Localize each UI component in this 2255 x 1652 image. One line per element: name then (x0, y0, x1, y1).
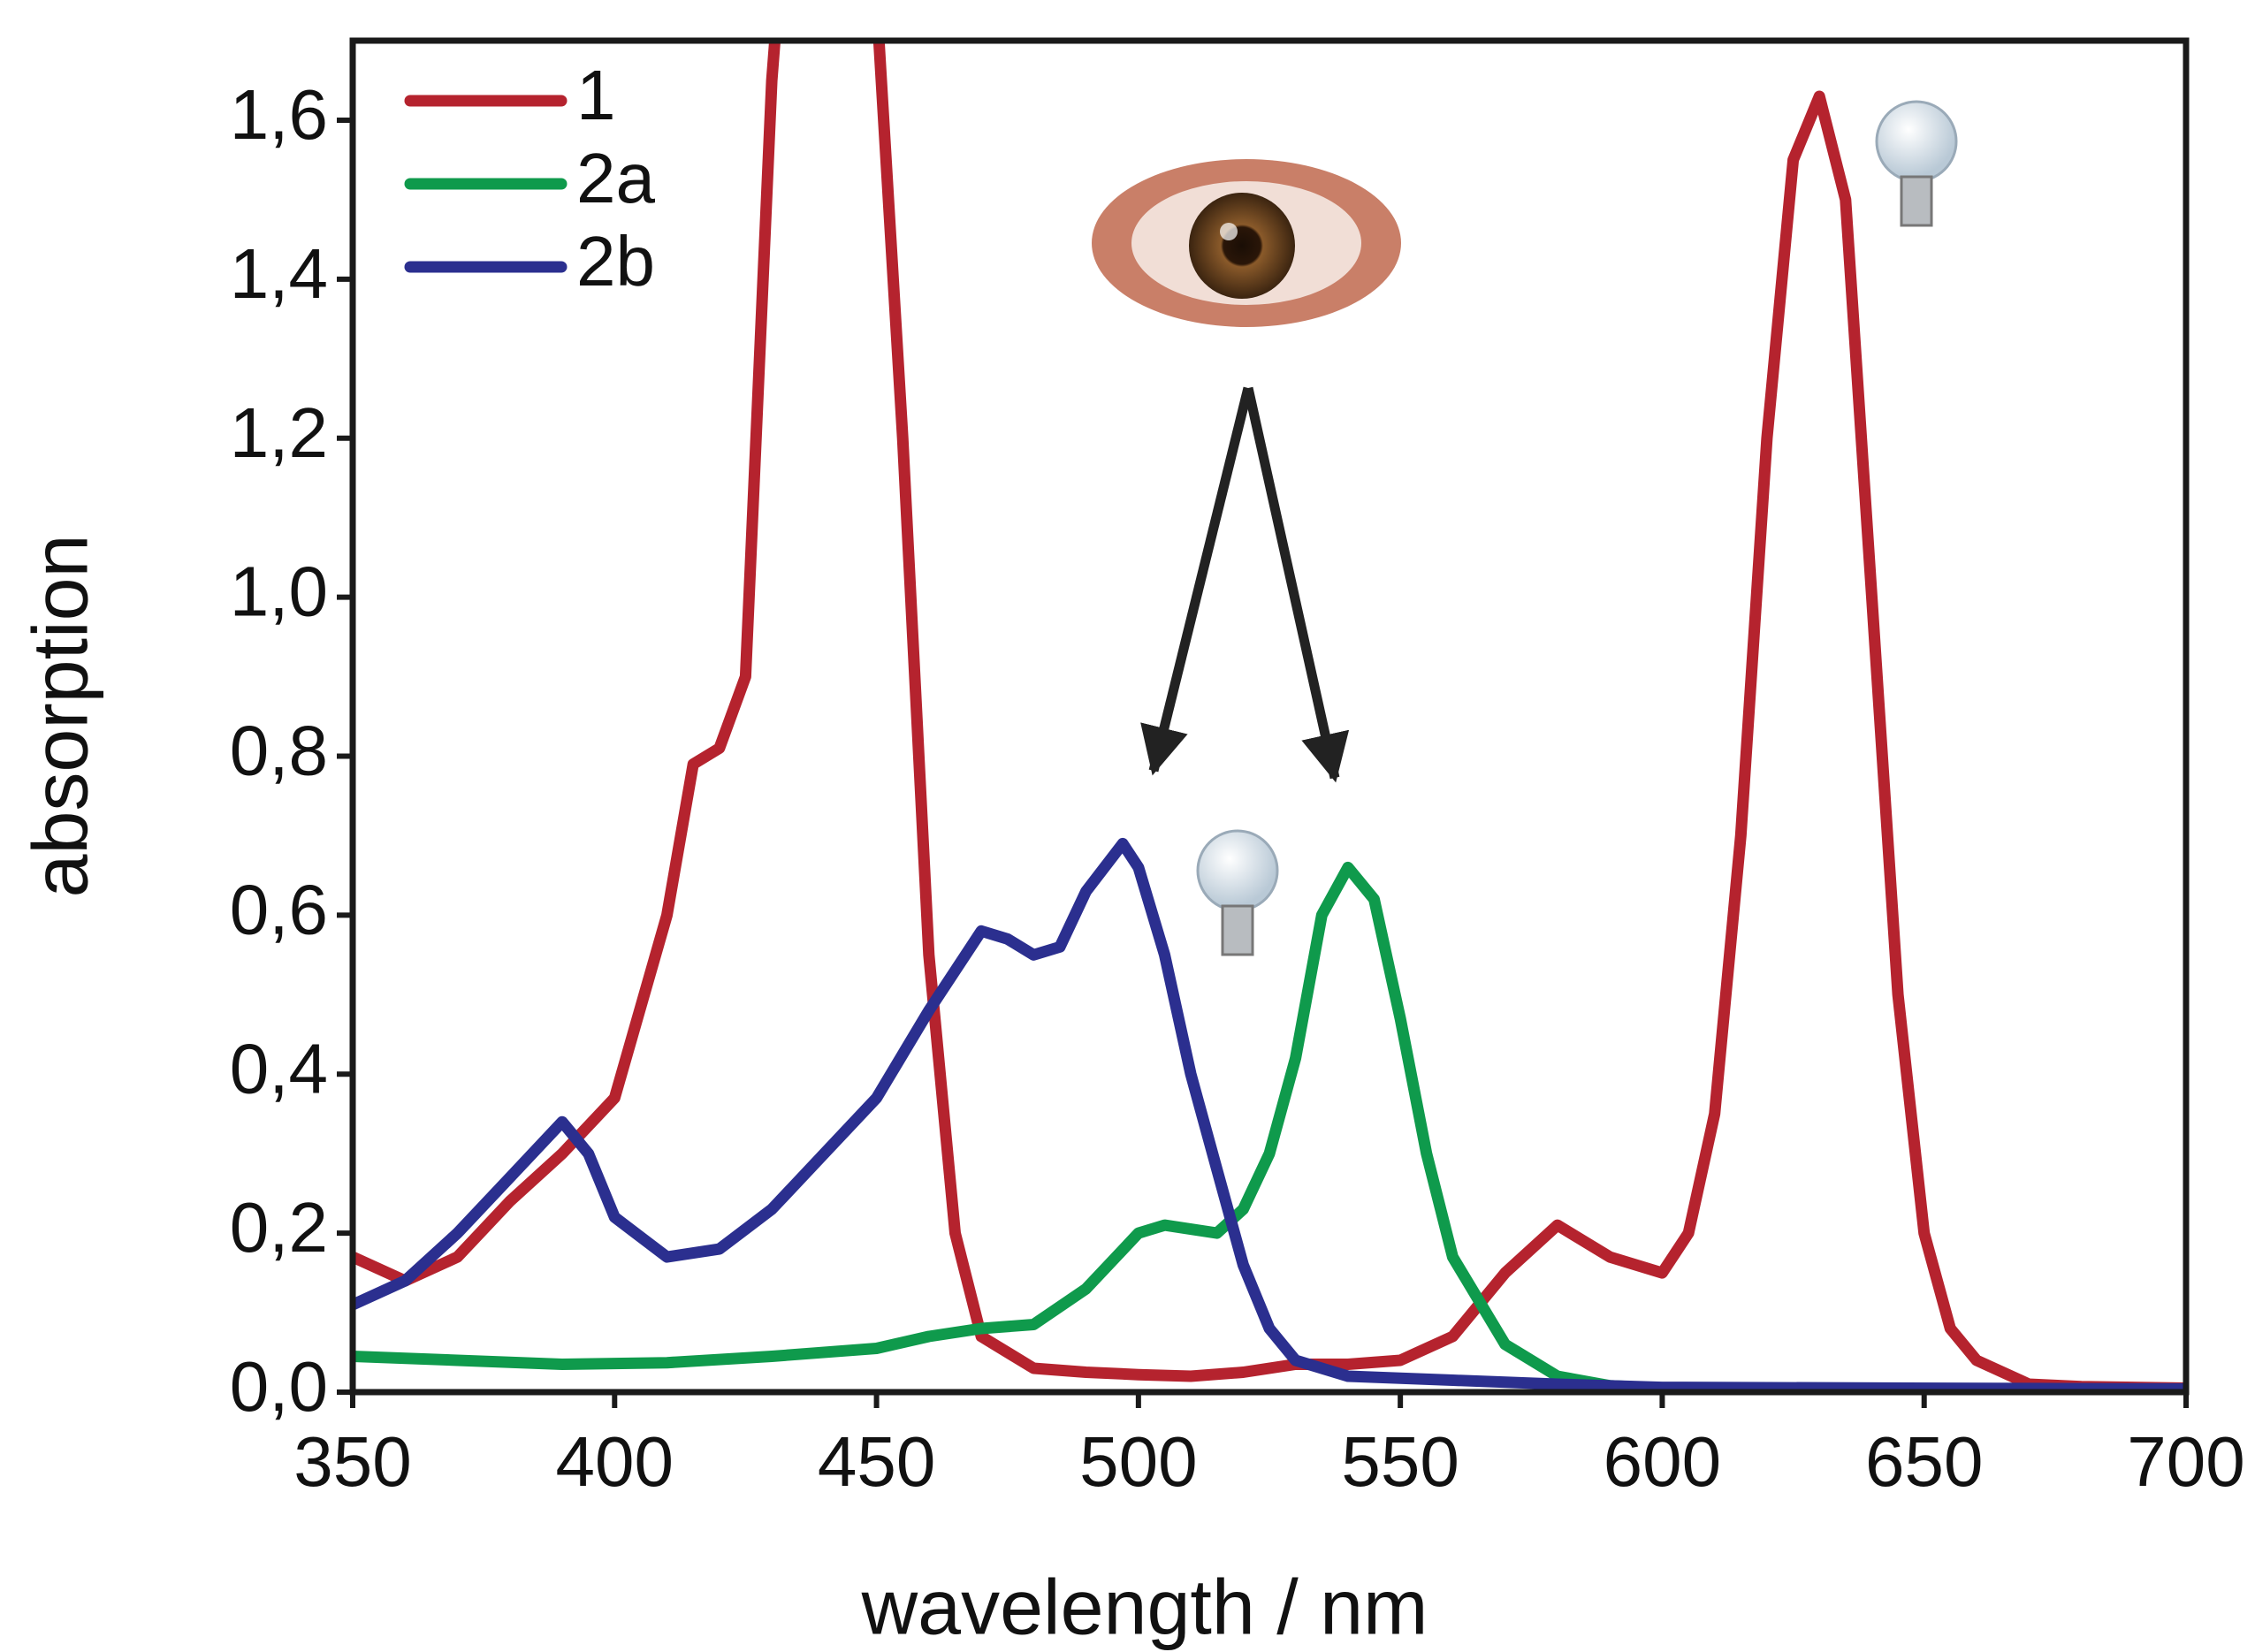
x-tick-label: 700 (2127, 1422, 2244, 1501)
arrow (1140, 386, 1253, 776)
x-tick-label: 600 (1604, 1422, 1721, 1501)
arrow (1243, 386, 1350, 783)
y-tick-label: 1,0 (230, 552, 328, 631)
y-tick-label: 0,2 (230, 1188, 328, 1267)
series-line (353, 837, 2186, 1392)
y-axis-label: absorption (16, 535, 103, 898)
y-tick-label: 0,8 (230, 712, 328, 790)
legend-label: 1 (576, 56, 616, 134)
x-axis-label: wavelength / nm (861, 1563, 1428, 1650)
x-tick-label: 350 (293, 1422, 411, 1501)
plot-area (353, 41, 2186, 1392)
x-tick-label: 400 (556, 1422, 674, 1501)
x-tick-label: 550 (1341, 1422, 1459, 1501)
y-tick-label: 1,6 (230, 75, 328, 154)
x-tick-label: 450 (818, 1422, 935, 1501)
y-tick-label: 1,2 (230, 393, 328, 472)
bulb-icon (1875, 100, 1958, 227)
bulb-icon (1196, 829, 1279, 956)
eye-illustration (1092, 159, 1401, 327)
y-tick-label: 0,4 (230, 1029, 328, 1108)
plot-frame (349, 37, 2190, 1396)
legend-label: 2a (576, 139, 655, 217)
y-tick-label: 0,0 (230, 1347, 328, 1426)
y-tick-label: 0,6 (230, 870, 328, 948)
y-tick-label: 1,4 (230, 234, 328, 313)
legend-label: 2b (576, 222, 655, 301)
x-tick-label: 650 (1865, 1422, 1983, 1501)
series-line (353, 861, 2186, 1392)
x-tick-label: 500 (1079, 1422, 1197, 1501)
